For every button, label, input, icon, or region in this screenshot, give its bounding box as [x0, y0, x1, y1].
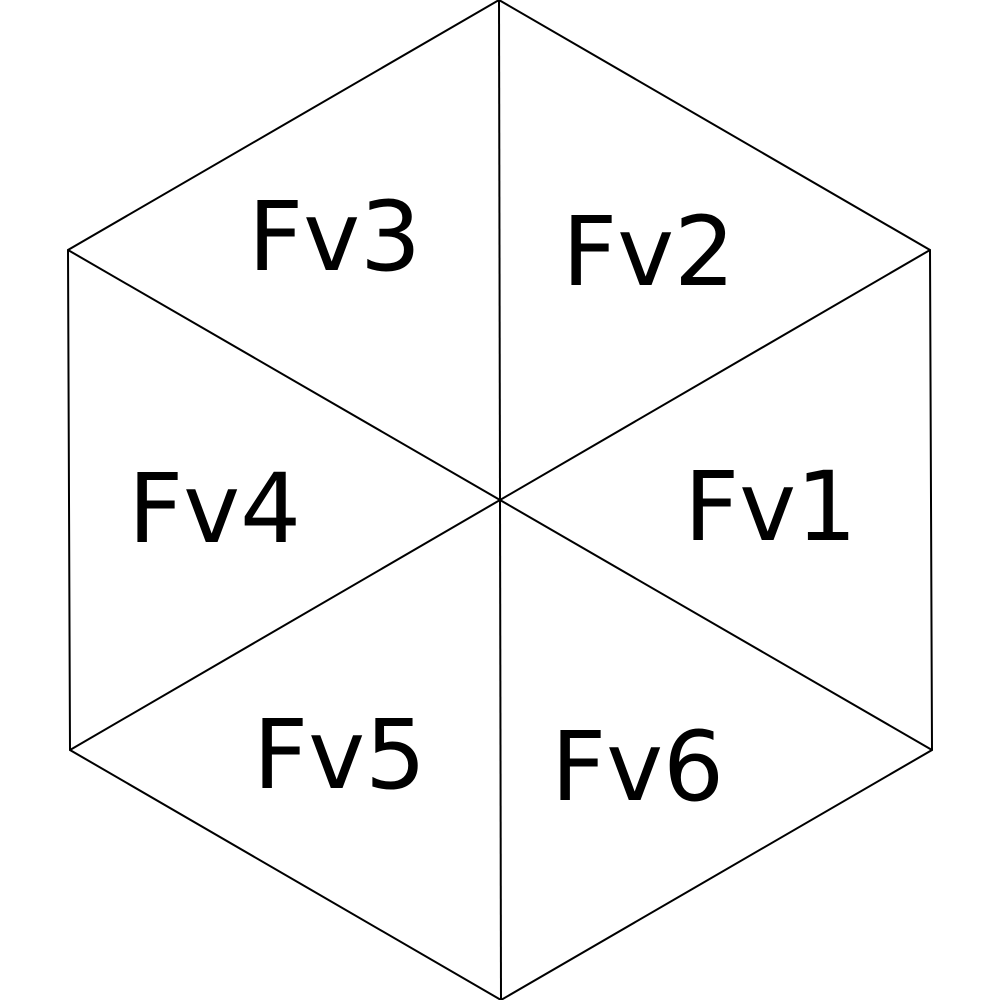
label-fv4: Fv4: [128, 453, 301, 565]
edge-center-lower-right: [499, 499, 933, 751]
label-fv3: Fv3: [248, 181, 421, 293]
edge-center-top: [498, 0, 501, 501]
label-fv2: Fv2: [562, 196, 735, 308]
label-fv5: Fv5: [253, 699, 426, 811]
label-fv6: Fv6: [551, 711, 724, 823]
edge-center-lower-left: [69, 499, 501, 751]
edge-center-bottom: [499, 499, 502, 1000]
edge-center-upper-left: [67, 249, 501, 501]
edge-center-upper-right: [499, 249, 931, 501]
label-fv1: Fv1: [684, 451, 857, 563]
